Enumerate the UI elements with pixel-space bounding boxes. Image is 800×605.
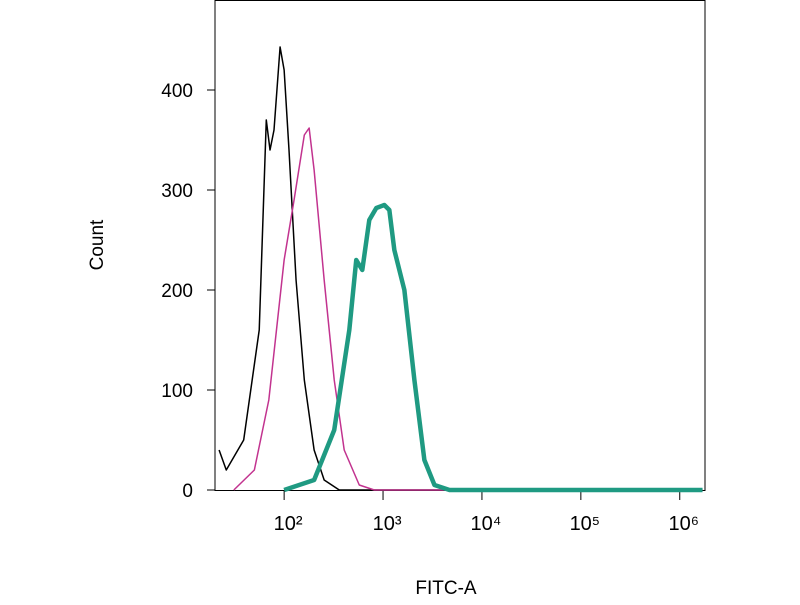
histogram-line xyxy=(233,127,703,491)
x-tick-label: 10⁵ xyxy=(570,513,601,535)
x-tick-label: 10² xyxy=(274,513,303,535)
x-axis-label: FITC-A xyxy=(415,578,477,599)
y-tick-label: 200 xyxy=(161,281,193,302)
plot-frame xyxy=(214,0,706,491)
histogram-line xyxy=(218,46,703,491)
y-tick-label: 300 xyxy=(161,181,193,202)
y-tick-label: 100 xyxy=(161,381,193,402)
y-tick-label: 0 xyxy=(182,481,193,502)
x-tick-label: 10⁶ xyxy=(669,513,699,535)
histogram-line xyxy=(283,202,703,493)
y-tick-label: 400 xyxy=(161,81,193,102)
x-tick-label: 10⁴ xyxy=(471,513,502,535)
x-tick-label: 10³ xyxy=(373,513,402,535)
y-axis-label: Count xyxy=(87,219,108,270)
